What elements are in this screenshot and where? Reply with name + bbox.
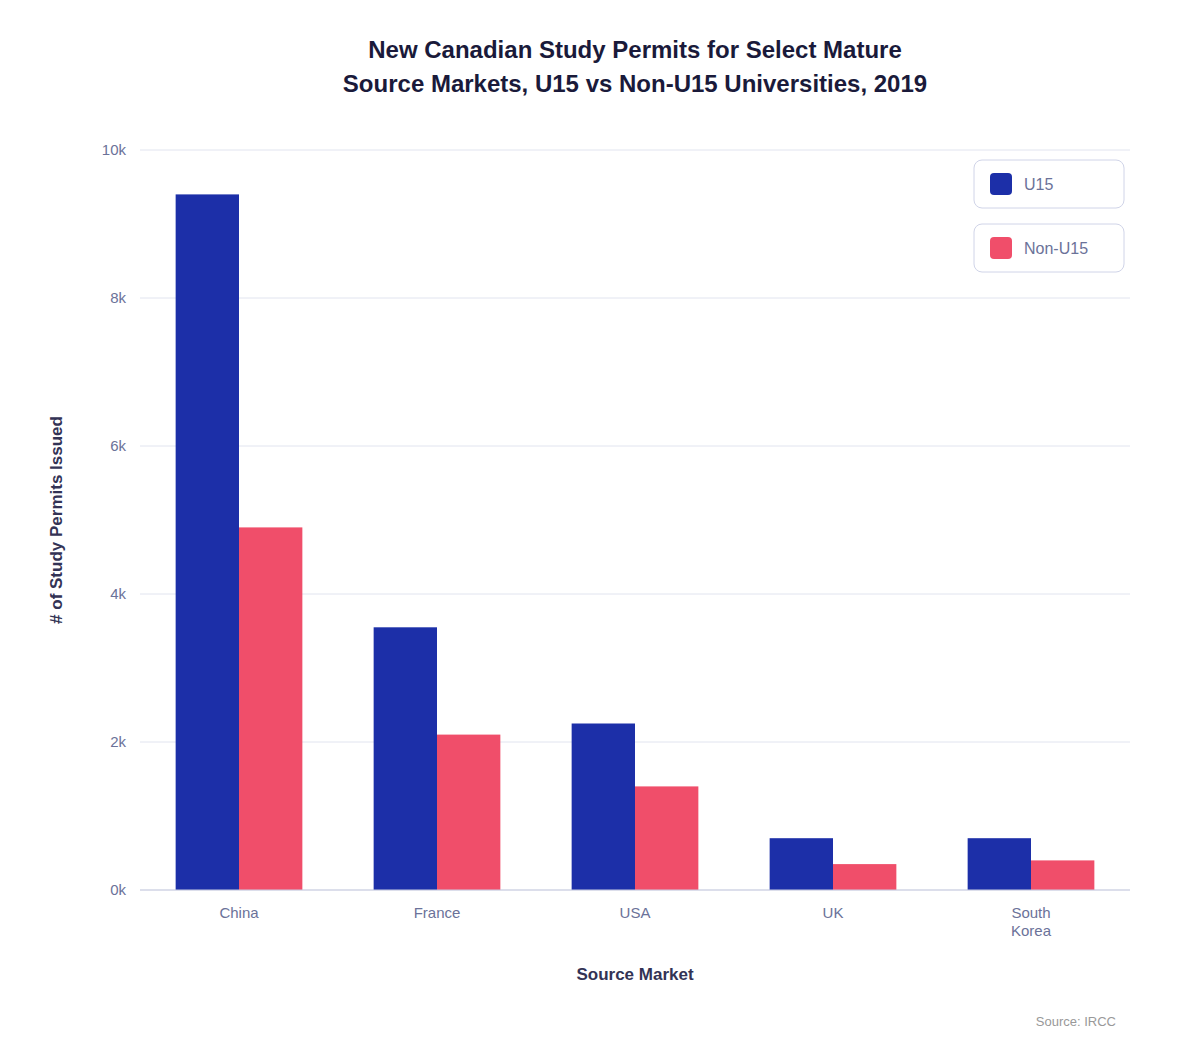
legend-box xyxy=(974,160,1124,208)
bar xyxy=(1031,860,1094,890)
x-tick-label: UK xyxy=(823,904,844,921)
text-line: Source Markets, U15 vs Non-U15 Universit… xyxy=(343,70,927,97)
annotation: Source: IRCC xyxy=(1036,1014,1116,1029)
bar xyxy=(572,724,635,891)
text-line: New Canadian Study Permits for Select Ma… xyxy=(368,36,901,63)
y-tick-label: 6k xyxy=(110,437,126,454)
y-axis-label: # of Study Permits Issued xyxy=(47,416,66,624)
bar xyxy=(635,786,698,890)
text-line: France xyxy=(414,904,461,921)
legend-box xyxy=(974,224,1124,272)
text-line: UK xyxy=(823,904,844,921)
bar xyxy=(176,194,239,890)
chart-svg: 0k2k4k6k8k10kChinaFranceUSAUKSouthKoreaS… xyxy=(0,0,1200,1056)
grid-line xyxy=(140,150,1130,151)
grid-line xyxy=(140,298,1130,299)
text-line: Korea xyxy=(1011,922,1052,939)
text-line: South xyxy=(1011,904,1050,921)
legend-swatch xyxy=(990,173,1012,195)
y-tick-label: 10k xyxy=(102,141,127,158)
y-tick-label: 0k xyxy=(110,881,126,898)
bars xyxy=(176,194,1095,890)
bar xyxy=(770,838,833,890)
legend-swatch xyxy=(990,237,1012,259)
y-tick-label: 8k xyxy=(110,289,126,306)
legend: U15 Non-U15 xyxy=(974,160,1124,272)
text-line: USA xyxy=(620,904,651,921)
x-axis-label: Source Market xyxy=(576,965,693,984)
background xyxy=(0,0,1200,1056)
grid-line xyxy=(140,446,1130,447)
x-axis-line xyxy=(140,889,1130,890)
x-tick-label: USA xyxy=(620,904,651,921)
y-tick-label: 2k xyxy=(110,733,126,750)
chart-container: 0k2k4k6k8k10kChinaFranceUSAUKSouthKoreaS… xyxy=(0,0,1200,1056)
x-tick-label: SouthKorea xyxy=(1011,904,1052,939)
bar xyxy=(437,735,500,890)
grid-line xyxy=(140,890,1130,891)
bar xyxy=(374,627,437,890)
text-line: China xyxy=(219,904,259,921)
legend-label: Non-U15 xyxy=(1024,240,1088,257)
grid xyxy=(140,150,1130,890)
bar xyxy=(968,838,1031,890)
bar xyxy=(833,864,896,890)
bar xyxy=(239,527,302,890)
y-tick-label: 4k xyxy=(110,585,126,602)
title: New Canadian Study Permits for Select Ma… xyxy=(343,36,927,97)
legend-label: U15 xyxy=(1024,176,1053,193)
x-tick-label: France xyxy=(414,904,461,921)
x-tick-label: China xyxy=(219,904,259,921)
